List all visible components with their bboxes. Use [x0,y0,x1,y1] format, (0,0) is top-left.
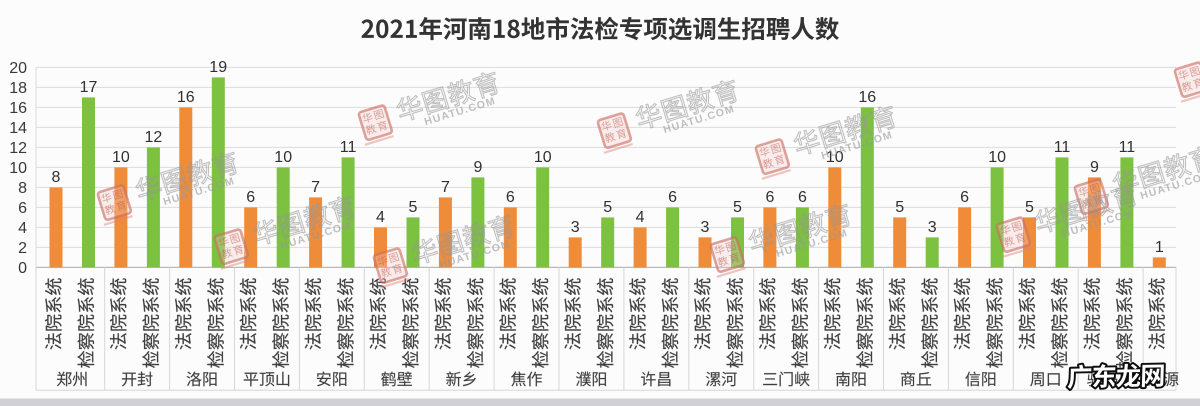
svg-text:11: 11 [1119,139,1136,156]
svg-text:6: 6 [506,189,515,206]
svg-text:10: 10 [112,149,130,166]
svg-text:3: 3 [701,219,710,236]
svg-text:4: 4 [636,209,645,226]
svg-text:5: 5 [409,199,418,216]
svg-text:19: 19 [209,59,227,76]
svg-text:10: 10 [534,149,552,166]
svg-text:9: 9 [1090,159,1099,176]
svg-text:0: 0 [18,260,27,277]
svg-text:3: 3 [928,219,937,236]
svg-text:1: 1 [1155,239,1164,256]
svg-text:10: 10 [988,149,1006,166]
svg-text:5: 5 [1025,199,1034,216]
svg-text:17: 17 [80,79,98,96]
svg-text:20: 20 [9,60,27,77]
svg-text:16: 16 [9,100,27,117]
svg-text:5: 5 [895,199,904,216]
svg-text:5: 5 [733,199,742,216]
svg-text:6: 6 [668,189,677,206]
svg-text:6: 6 [960,189,969,206]
svg-text:4: 4 [18,220,27,237]
svg-text:8: 8 [52,169,61,186]
svg-text:12: 12 [9,140,27,157]
svg-text:14: 14 [9,120,27,137]
svg-text:4: 4 [376,209,385,226]
svg-text:6: 6 [798,189,807,206]
svg-text:10: 10 [9,160,27,177]
svg-text:9: 9 [473,159,482,176]
svg-text:3: 3 [571,219,580,236]
svg-text:6: 6 [246,189,255,206]
svg-text:6: 6 [765,189,774,206]
svg-text:6: 6 [18,200,27,217]
svg-text:5: 5 [603,199,612,216]
svg-text:16: 16 [858,89,876,106]
svg-text:7: 7 [311,179,320,196]
svg-text:7: 7 [441,179,450,196]
svg-text:11: 11 [1054,139,1071,156]
svg-text:18: 18 [9,80,27,97]
svg-text:16: 16 [177,89,195,106]
svg-text:8: 8 [18,180,27,197]
svg-text:10: 10 [274,149,292,166]
svg-text:2: 2 [18,240,27,257]
svg-text:11: 11 [340,139,357,156]
svg-text:12: 12 [145,129,163,146]
